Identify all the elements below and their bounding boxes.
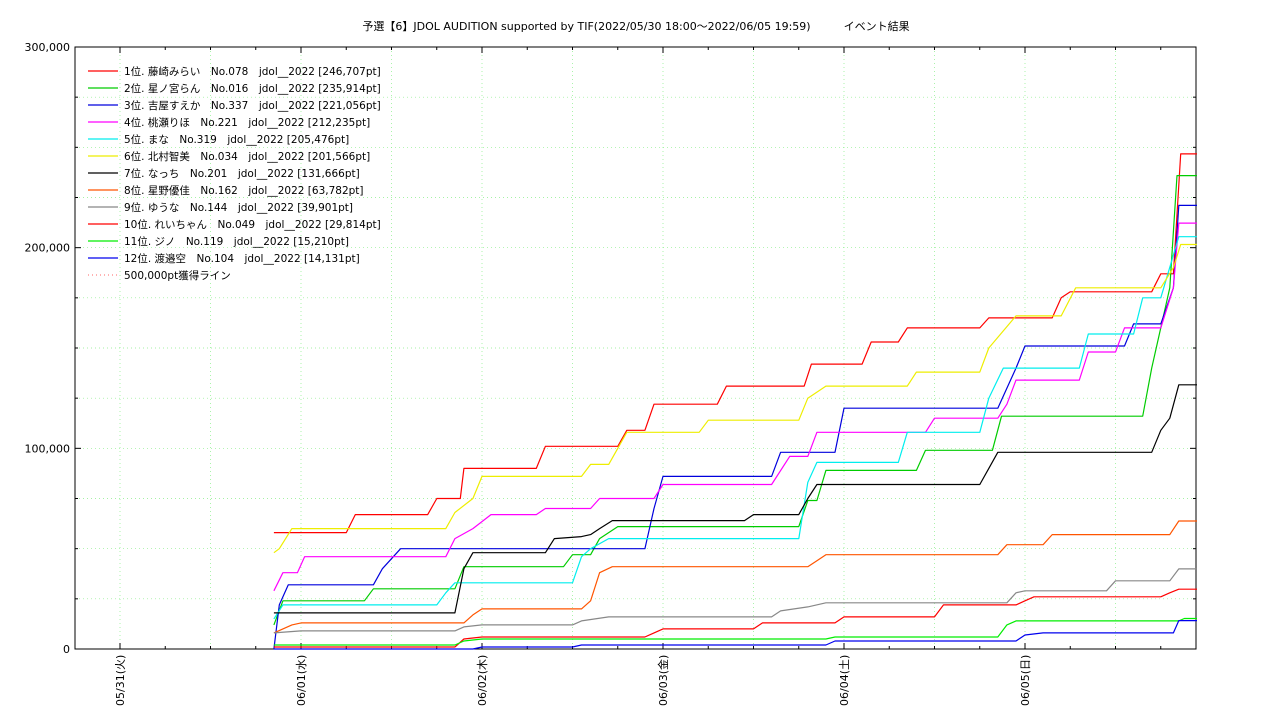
series-line-6	[273, 243, 1197, 554]
chart-title: 予選【6】JDOL AUDITION supported by TIF(2022…	[362, 19, 909, 33]
series-line-9	[273, 568, 1197, 634]
x-tick-label: 06/02(木)	[476, 655, 489, 706]
legend-entry-1: 1位. 藤崎みらい No.078 jdol__2022 [246,707pt]	[124, 65, 381, 78]
series-line-7	[273, 384, 1197, 614]
x-tick-label: 06/04(土)	[838, 655, 851, 706]
legend-entry-9: 9位. ゆうな No.144 jdol__2022 [39,901pt]	[124, 201, 353, 214]
x-tick-label: 06/05(日)	[1019, 655, 1032, 706]
legend-entry-10: 10位. れいちゃん No.049 jdol__2022 [29,814pt]	[124, 218, 381, 231]
y-tick-label: 0	[63, 643, 70, 656]
series-line-12	[273, 620, 1197, 650]
series-line-3	[273, 204, 1197, 650]
series-line-10	[273, 588, 1197, 648]
legend-entry-reference-line: 500,000pt獲得ライン	[124, 269, 231, 282]
series-line-1	[273, 153, 1197, 534]
legend: 1位. 藤崎みらい No.078 jdol__2022 [246,707pt] 2…	[88, 65, 381, 282]
legend-entry-6: 6位. 北村智美 No.034 jdol__2022 [201,566pt]	[124, 150, 370, 163]
legend-entry-8: 8位. 星野優佳 No.162 jdol__2022 [63,782pt]	[124, 184, 364, 197]
legend-entry-3: 3位. 吉屋すえか No.337 jdol__2022 [221,056pt]	[124, 99, 381, 112]
series-line-4	[273, 222, 1197, 592]
legend-entry-5: 5位. まな No.319 jdol__2022 [205,476pt]	[124, 133, 349, 146]
legend-entry-2: 2位. 星ノ宮らん No.016 jdol__2022 [235,914pt]	[124, 82, 381, 95]
series-lines	[273, 153, 1197, 650]
legend-entry-12: 12位. 渡邉空 No.104 jdol__2022 [14,131pt]	[124, 252, 360, 265]
axes: 0 100,000 200,000 300,000 05/31(火) 06/01(水) 06…	[25, 41, 1196, 706]
y-tick-label: 100,000	[25, 442, 71, 455]
y-tick-label: 200,000	[25, 242, 71, 255]
legend-entry-11: 11位. ジノ No.119 jdol__2022 [15,210pt]	[124, 235, 349, 248]
y-tick-label: 300,000	[25, 41, 71, 54]
series-line-2	[273, 175, 1197, 626]
series-line-5	[273, 236, 1197, 620]
series-line-8	[273, 520, 1197, 634]
x-tick-label: 06/01(水)	[295, 655, 308, 706]
x-tick-label: 05/31(火)	[114, 655, 127, 706]
x-tick-label: 06/03(金)	[656, 655, 670, 706]
legend-entry-4: 4位. 桃瀬りほ No.221 jdol__2022 [212,235pt]	[124, 116, 370, 129]
legend-entry-7: 7位. なっち No.201 jdol__2022 [131,666pt]	[124, 167, 360, 180]
